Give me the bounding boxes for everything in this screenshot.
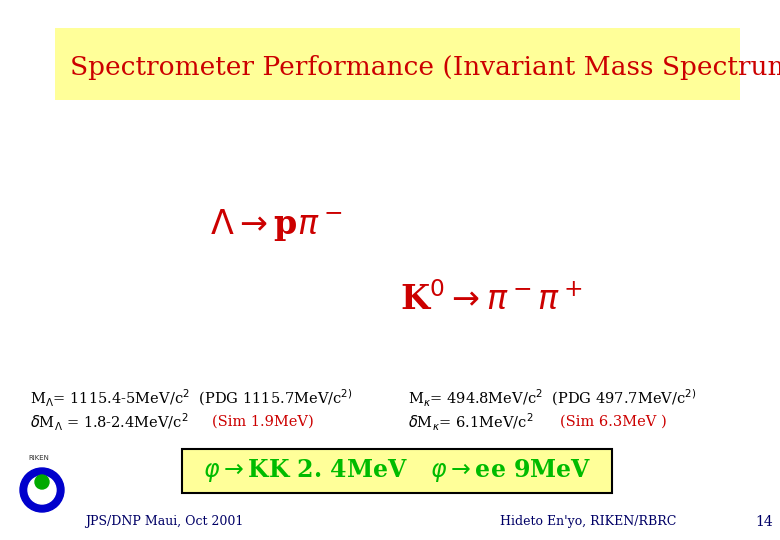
Text: RIKEN: RIKEN xyxy=(28,455,49,461)
Circle shape xyxy=(28,476,56,504)
Text: 14: 14 xyxy=(755,515,773,529)
FancyBboxPatch shape xyxy=(182,449,612,493)
Text: M$_\kappa$= 494.8MeV/c$^2$  (PDG 497.7MeV/c$^{2)}$: M$_\kappa$= 494.8MeV/c$^2$ (PDG 497.7MeV… xyxy=(408,388,697,409)
Circle shape xyxy=(35,475,49,489)
Text: M$_\Lambda$= 1115.4-5MeV/c$^2$  (PDG 1115.7MeV/c$^{2)}$: M$_\Lambda$= 1115.4-5MeV/c$^2$ (PDG 1115… xyxy=(30,388,353,409)
Text: $\delta$M$_\kappa$= 6.1MeV/c$^2$: $\delta$M$_\kappa$= 6.1MeV/c$^2$ xyxy=(408,411,534,433)
Circle shape xyxy=(20,468,64,512)
Text: Spectrometer Performance (Invariant Mass Spectrum): Spectrometer Performance (Invariant Mass… xyxy=(70,56,780,80)
Text: (Sim 1.9MeV): (Sim 1.9MeV) xyxy=(212,415,314,429)
Text: Hideto En'yo, RIKEN/RBRC: Hideto En'yo, RIKEN/RBRC xyxy=(500,516,676,529)
FancyBboxPatch shape xyxy=(55,28,740,100)
Text: K$^0\rightarrow\pi^-\pi^+$: K$^0\rightarrow\pi^-\pi^+$ xyxy=(400,282,583,318)
Text: $\delta$M$_\Lambda$ = 1.8-2.4MeV/c$^2$: $\delta$M$_\Lambda$ = 1.8-2.4MeV/c$^2$ xyxy=(30,411,189,433)
Text: $\varphi\rightarrow$KK 2. 4MeV   $\varphi\rightarrow$ee 9MeV: $\varphi\rightarrow$KK 2. 4MeV $\varphi\… xyxy=(203,457,591,484)
Text: $\Lambda\rightarrow$p$\pi^-$: $\Lambda\rightarrow$p$\pi^-$ xyxy=(210,207,342,243)
Text: (Sim 6.3MeV ): (Sim 6.3MeV ) xyxy=(560,415,667,429)
Text: JPS/DNP Maui, Oct 2001: JPS/DNP Maui, Oct 2001 xyxy=(85,516,243,529)
